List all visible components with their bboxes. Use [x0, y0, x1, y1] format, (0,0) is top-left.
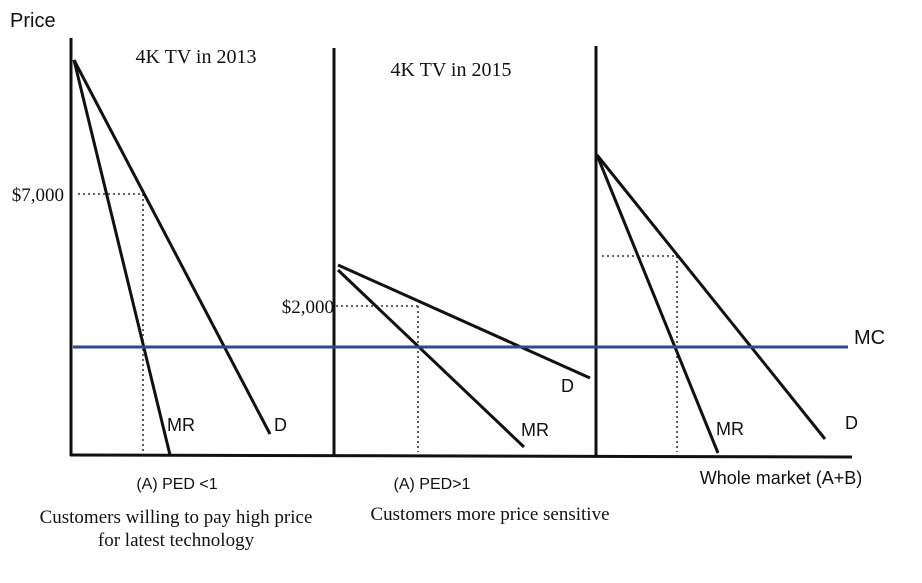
caption-2013-line2: for latest technology: [98, 530, 255, 551]
caption-2013-line1: Customers willing to pay high price: [40, 507, 313, 528]
panel-2013-title: 4K TV in 2013: [136, 46, 257, 68]
panel-2015-title: 4K TV in 2015: [391, 59, 512, 81]
demand-curve-2013: [72, 59, 272, 435]
y-axis-label: Price: [10, 10, 56, 32]
mr-curve-2013: [72, 59, 172, 456]
panel-whole-market: [595, 154, 827, 454]
mr-label-whole: MR: [716, 419, 744, 439]
demand-curve-whole: [595, 154, 827, 440]
price-label-7000: $7,000: [12, 185, 64, 206]
mr-curve-whole: [595, 154, 720, 454]
d-label-2015: D: [561, 376, 574, 396]
ped-label-2015: (A) PED>1: [394, 476, 471, 493]
mr-curve-2015: [336, 268, 526, 449]
d-label-whole: D: [845, 413, 858, 433]
panel-2013: [72, 59, 272, 456]
ped-label-whole: Whole market (A+B): [700, 468, 863, 488]
ped-label-2013: (A) PED <1: [136, 476, 217, 493]
panel-2015: [336, 263, 591, 452]
x-axis: [69, 453, 853, 459]
mc-label: MC: [854, 327, 885, 349]
demand-curve-2015: [337, 263, 591, 380]
mr-label-2015: MR: [521, 420, 549, 440]
caption-2015: Customers more price sensitive: [370, 504, 609, 525]
price-label-2000: $2,000: [282, 297, 334, 318]
axes: [69, 38, 853, 459]
d-label-2013: D: [274, 415, 287, 435]
mr-label-2013: MR: [167, 415, 195, 435]
